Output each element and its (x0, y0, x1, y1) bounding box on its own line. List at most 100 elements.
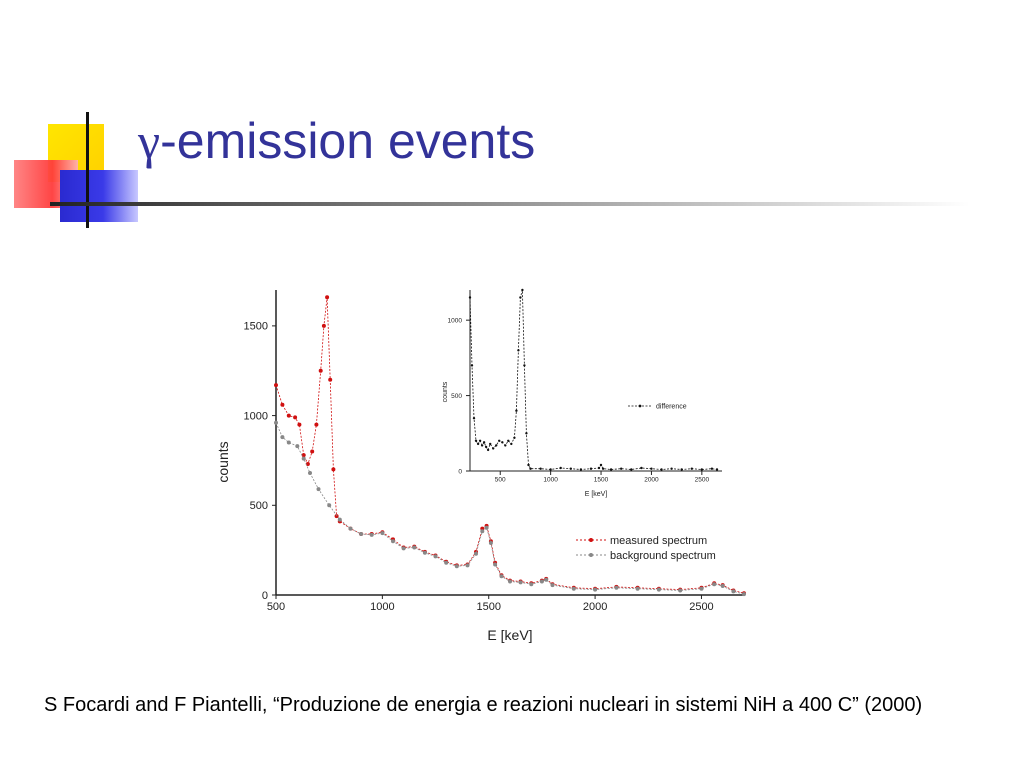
inset-point (601, 467, 605, 470)
main-point (331, 467, 336, 472)
inset-point (468, 296, 472, 299)
main-point (480, 529, 485, 534)
deco-blue-square (60, 170, 138, 222)
inset-point (510, 442, 513, 446)
main-point (699, 586, 704, 591)
main-point (720, 584, 725, 588)
main-ytick-label: 1500 (244, 321, 268, 333)
main-point (484, 525, 489, 530)
main-xtick-label: 1500 (476, 601, 500, 613)
inset-point (507, 439, 510, 442)
inset-point (660, 468, 663, 471)
main-point (318, 368, 323, 373)
main-ytick-label: 0 (262, 590, 268, 602)
inset-xtick-label: 1000 (543, 477, 558, 484)
main-point (488, 541, 493, 545)
inset-point (470, 364, 474, 367)
inset-point (620, 467, 623, 470)
main-ylabel: counts (215, 441, 231, 482)
inset-point (489, 442, 492, 446)
inset-point (690, 467, 693, 470)
citation: S Focardi and F Piantelli, “Produzione d… (44, 694, 923, 716)
main-xtick-label: 500 (267, 601, 285, 613)
inset-point (498, 439, 501, 442)
main-point (380, 531, 385, 536)
inset-chart: 500 1000 1500 2000 2500 0 500 1000 E [keV] coun… (442, 285, 728, 503)
main-point (316, 487, 321, 492)
main-point (433, 554, 438, 559)
main-point (493, 562, 498, 567)
main-point (391, 539, 395, 544)
inset-ytick-label: 0 (458, 468, 462, 475)
deco-vertical-line (86, 112, 89, 228)
legend-difference-label: difference (656, 404, 687, 411)
main-point (295, 444, 300, 449)
inset-point (559, 466, 562, 470)
main-point (571, 586, 576, 591)
main-series-line-1 (275, 422, 745, 595)
main-point (325, 295, 330, 300)
main-point (742, 592, 746, 597)
main-point (422, 550, 427, 555)
inset-point (670, 467, 673, 470)
legend-background-label: background spectrum (610, 550, 716, 562)
main-xtick-label: 2500 (689, 601, 713, 613)
main-point (731, 589, 736, 594)
main-point (301, 456, 306, 461)
gamma-symbol: γ (138, 113, 161, 169)
main-point (293, 415, 298, 420)
inset-point (599, 463, 603, 467)
inset-ytick-label: 500 (451, 393, 462, 400)
main-point (444, 560, 449, 565)
inset-point (523, 364, 526, 367)
title-underline (50, 202, 970, 206)
main-point (712, 582, 717, 587)
main-series-line-0 (275, 297, 745, 594)
main-point (369, 532, 374, 537)
inset-point (478, 439, 482, 442)
main-point (412, 545, 417, 550)
inset-series-line-0 (469, 289, 718, 470)
inset-point (680, 468, 683, 471)
main-point (550, 583, 555, 588)
main-point (321, 323, 326, 328)
inset-point (650, 467, 653, 470)
main-point (297, 422, 302, 427)
main-point (337, 517, 342, 522)
main-point (308, 471, 312, 475)
main-point (474, 551, 478, 556)
inset-point (504, 444, 507, 447)
main-point (401, 546, 406, 551)
inset-point (492, 447, 495, 450)
inset-point (539, 467, 542, 470)
main-point (656, 587, 661, 592)
main-point (334, 514, 339, 519)
inset-point (482, 441, 486, 444)
main-point (678, 588, 683, 593)
inset-point (715, 468, 719, 471)
inset-point (527, 463, 530, 467)
inset-point (519, 296, 522, 299)
inset-point (710, 467, 714, 470)
main-xlabel: E [keV] (487, 627, 532, 643)
main-point (465, 563, 470, 568)
legend-measured-label: measured spectrum (610, 535, 707, 547)
inset-point (476, 442, 480, 446)
main-point (314, 422, 319, 427)
legend-measured-marker (589, 538, 593, 542)
main-point (348, 526, 353, 531)
main-point (286, 440, 291, 445)
main-point (635, 586, 640, 591)
inset-background (446, 285, 728, 503)
inset-xtick-label: 500 (495, 477, 506, 484)
inset-point (486, 448, 490, 452)
inset-point (513, 436, 516, 439)
inset-point (549, 468, 552, 471)
inset-point (640, 466, 643, 470)
main-point (499, 574, 504, 579)
inset-point (569, 467, 572, 470)
inset-point (480, 444, 484, 447)
inset-point (517, 349, 520, 352)
main-point (593, 587, 598, 592)
